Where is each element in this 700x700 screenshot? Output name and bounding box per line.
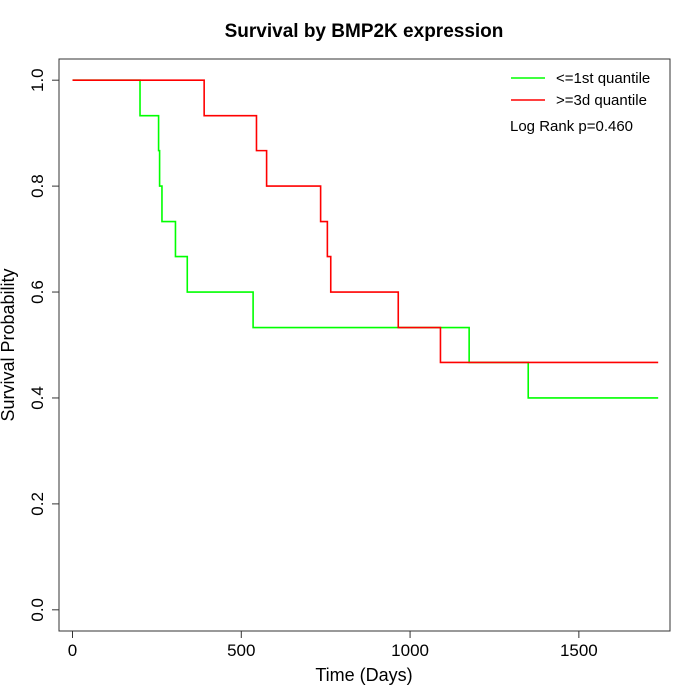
y-tick-label: 0.2	[28, 492, 47, 516]
y-tick-label: 1.0	[28, 68, 47, 92]
x-tick-label: 500	[227, 641, 255, 660]
survival-curve-low	[72, 79, 659, 399]
legend-label-low: <=1st quantile	[556, 70, 650, 87]
plot-frame	[58, 58, 671, 632]
x-tick-label: 0	[68, 641, 77, 660]
x-axis-label: Time (Days)	[315, 665, 412, 685]
series-layer	[72, 79, 659, 399]
log-rank-annotation: Log Rank p=0.460	[510, 118, 633, 135]
x-tick-label: 1500	[560, 641, 598, 660]
y-axis: 0.0 0.2 0.4 0.6 0.8 1.0	[28, 68, 60, 622]
x-tick-label: 1000	[391, 641, 429, 660]
survival-curve-high	[72, 79, 659, 364]
x-axis: 0 500 1000 1500	[68, 630, 598, 660]
y-tick-label: 0.6	[28, 280, 47, 304]
legend-label-high: >=3d quantile	[556, 92, 647, 109]
legend: <=1st quantile >=3d quantile	[511, 70, 650, 109]
y-tick-label: 0.4	[28, 386, 47, 410]
y-tick-label: 0.0	[28, 598, 47, 622]
y-tick-label: 0.8	[28, 174, 47, 198]
y-axis-label: Survival Probability	[0, 268, 18, 421]
chart-title: Survival by BMP2K expression	[225, 21, 504, 42]
